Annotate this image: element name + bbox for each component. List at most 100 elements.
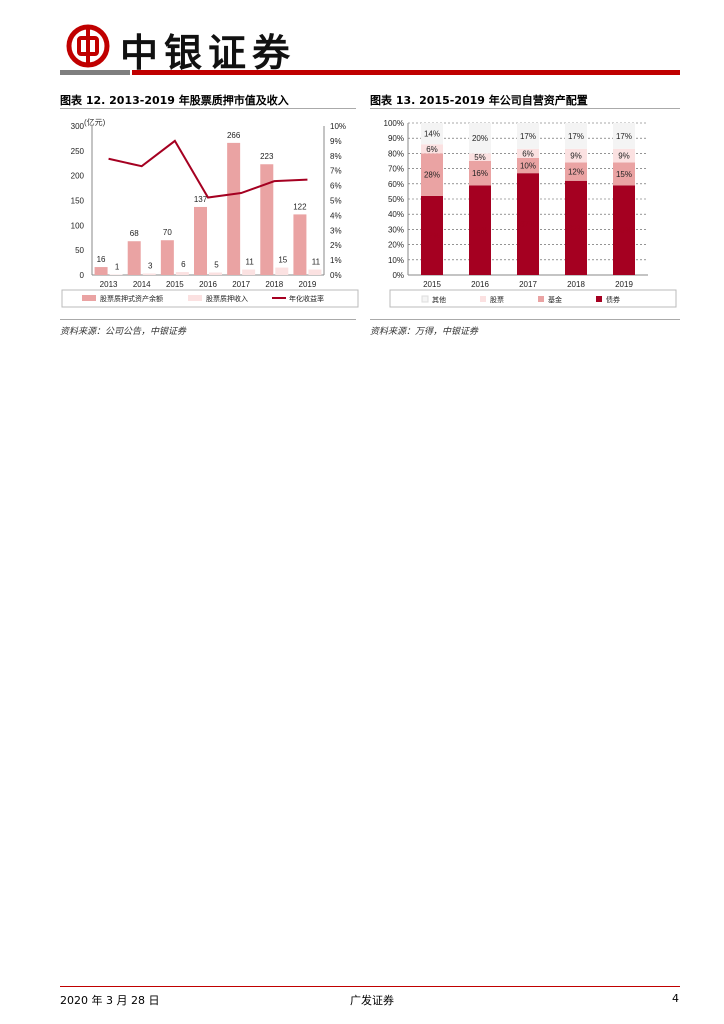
bar-asset-balance bbox=[94, 267, 108, 275]
legend-label: 其他 bbox=[432, 295, 446, 304]
stacked-bar-segment bbox=[565, 180, 587, 275]
bar-pledge-income bbox=[308, 269, 322, 275]
bar-data-label: 137 bbox=[194, 195, 208, 204]
legend-label: 股票质押收入 bbox=[206, 294, 248, 303]
bar-pledge-income bbox=[275, 267, 289, 275]
bar-asset-balance bbox=[260, 164, 274, 275]
y-tick-label: 0 bbox=[80, 271, 85, 280]
y-tick-label: 90% bbox=[388, 134, 404, 143]
stacked-bar-label: 9% bbox=[618, 152, 630, 161]
stacked-bar-label: 28% bbox=[424, 171, 440, 180]
y2-tick-label: 6% bbox=[330, 182, 342, 191]
stacked-bar-label: 15% bbox=[616, 170, 632, 179]
y-tick-label: 80% bbox=[388, 149, 404, 158]
y2-tick-label: 0% bbox=[330, 271, 342, 280]
bar-data-label: 16 bbox=[97, 255, 106, 264]
legend-label: 债券 bbox=[606, 295, 620, 304]
stacked-bar-segment bbox=[469, 153, 491, 161]
figure13-chart: 0% 10% 20% 30% 40% 50% 60% 70% 80% 90% 100% 52% 28% 6… bbox=[384, 119, 677, 308]
stacked-bar-label: 20% bbox=[472, 134, 488, 143]
stacked-bar-segment bbox=[421, 153, 443, 196]
y-tick-label: 60% bbox=[388, 180, 404, 189]
bar-asset-balance bbox=[227, 142, 241, 275]
stacked-bar-segment bbox=[565, 123, 587, 149]
y-tick-label: 50 bbox=[75, 246, 84, 255]
legend-swatch-pledge-income bbox=[188, 295, 202, 301]
y-tick-label: 0% bbox=[392, 271, 404, 280]
stacked-bar-label: 62% bbox=[568, 224, 584, 233]
bar-data-label: 5 bbox=[214, 261, 219, 270]
header-rule-red bbox=[132, 70, 680, 75]
bar-data-label: 3 bbox=[148, 262, 153, 271]
stacked-bar-segment bbox=[613, 123, 635, 149]
x-tick-label: 2015 bbox=[166, 280, 184, 289]
y2-tick-label: 4% bbox=[330, 211, 342, 220]
stacked-bar-label: 12% bbox=[568, 168, 584, 177]
legend-label: 股票 bbox=[490, 296, 504, 304]
figure13-source-rule bbox=[370, 319, 680, 320]
header-rule-gray bbox=[60, 70, 130, 75]
x-tick-label: 2018 bbox=[265, 280, 283, 289]
figure12-title-rule bbox=[60, 108, 356, 109]
y2-tick-label: 5% bbox=[330, 197, 342, 206]
figure13-title-rule bbox=[370, 108, 680, 109]
stacked-bar-label: 16% bbox=[472, 169, 488, 178]
bar-pledge-income bbox=[175, 272, 189, 275]
x-tick-label: 2019 bbox=[615, 280, 633, 289]
x-tick-label: 2018 bbox=[567, 280, 585, 289]
stacked-bar-label: 17% bbox=[568, 132, 584, 141]
bar-data-label: 223 bbox=[260, 152, 274, 161]
y-tick-label: 100% bbox=[384, 119, 404, 128]
x-tick-label: 2013 bbox=[100, 280, 118, 289]
y2-tick-label: 9% bbox=[330, 137, 342, 146]
bar-data-label: 122 bbox=[293, 202, 307, 211]
y-tick-label: 100 bbox=[71, 221, 85, 230]
footer-page-number: 4 bbox=[672, 992, 679, 1005]
stacked-bar-segment bbox=[517, 123, 539, 149]
y-tick-label: 70% bbox=[388, 165, 404, 174]
stacked-bar-label: 59% bbox=[472, 226, 488, 235]
y-tick-label: 250 bbox=[71, 147, 85, 156]
stacked-bar-label: 6% bbox=[522, 149, 534, 158]
stacked-bar-label: 6% bbox=[426, 145, 438, 154]
stacked-bar-label: 67% bbox=[520, 220, 536, 229]
stacked-bar-segment bbox=[469, 123, 491, 154]
y-axis-unit: (亿元) bbox=[84, 117, 106, 127]
y-tick-label: 20% bbox=[388, 241, 404, 250]
footer-rule bbox=[60, 986, 680, 987]
stacked-bar-label: 17% bbox=[616, 132, 632, 141]
bar-data-label: 70 bbox=[163, 228, 172, 237]
stacked-bar-segment bbox=[613, 162, 635, 186]
legend-box bbox=[389, 289, 677, 308]
bar-pledge-income bbox=[242, 269, 256, 275]
bar-data-label: 11 bbox=[245, 258, 254, 267]
figure12-source-rule bbox=[60, 319, 356, 320]
bar-asset-balance bbox=[127, 241, 141, 275]
stacked-bar-segment bbox=[421, 195, 443, 275]
y-tick-label: 50% bbox=[388, 195, 404, 204]
stacked-bar-label: 17% bbox=[520, 132, 536, 141]
figure12-title: 图表 12. 2013-2019 年股票质押市值及收入 bbox=[60, 94, 289, 107]
bar-data-label: 266 bbox=[227, 131, 241, 140]
y2-tick-label: 2% bbox=[330, 241, 342, 250]
x-tick-label: 2019 bbox=[299, 280, 317, 289]
y2-tick-label: 8% bbox=[330, 152, 342, 161]
figure13-source: 资料来源：万得，中银证券 bbox=[370, 327, 479, 337]
stacked-bar-segment bbox=[469, 161, 491, 186]
bar-pledge-income bbox=[209, 272, 222, 275]
x-tick-label: 2016 bbox=[471, 280, 489, 289]
stacked-bar-label: 9% bbox=[570, 152, 582, 161]
x-tick-label: 2017 bbox=[232, 280, 250, 289]
y-tick-label: 40% bbox=[388, 210, 404, 219]
x-tick-label: 2015 bbox=[423, 280, 441, 289]
x-tick-label: 2014 bbox=[133, 280, 151, 289]
stacked-bar-segment bbox=[565, 148, 587, 163]
stacked-bar-segment bbox=[421, 144, 443, 154]
y2-tick-label: 3% bbox=[330, 226, 342, 235]
bar-asset-balance bbox=[160, 240, 174, 275]
figure12-chart: (亿元) 0 50 100 150 200 250 300 0% 1% 2% 3% 4% 5% 6% 7% 8%… bbox=[61, 117, 359, 308]
y-tick-label: 150 bbox=[71, 197, 85, 206]
figure13-title: 图表 13. 2015-2019 年公司自营资产配置 bbox=[370, 94, 588, 107]
y-tick-label: 300 bbox=[71, 122, 85, 131]
page-header: 中银证券 bbox=[60, 14, 680, 76]
